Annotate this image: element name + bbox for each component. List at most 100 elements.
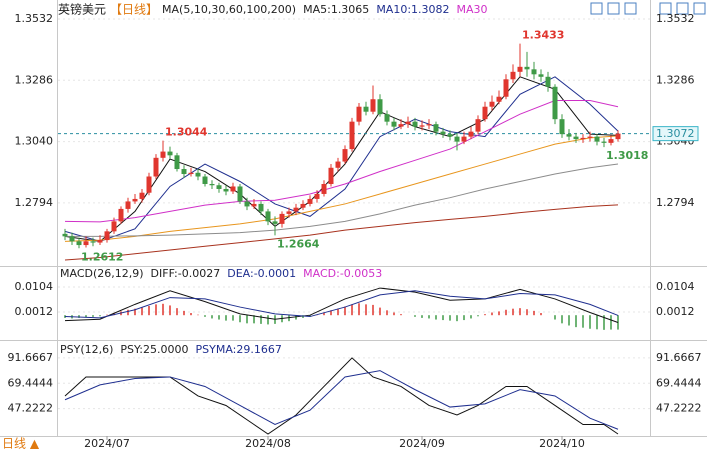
y-tick-label: 1.3286 <box>656 73 695 86</box>
candle-body <box>566 134 572 137</box>
y-tick-label: 47.2222 <box>8 402 54 415</box>
candle-body <box>580 137 586 140</box>
psy-line <box>64 370 619 430</box>
x-tick-label: 2024/09 <box>399 437 445 450</box>
tool-icon[interactable] <box>607 2 620 15</box>
candle-body <box>160 151 166 158</box>
legend-entry: MA10:1.3082 <box>376 3 449 16</box>
y-tick-label: 1.3286 <box>15 73 54 86</box>
legend-entry: PSY(12,6) <box>60 343 113 356</box>
extreme-label: 1.3044 <box>165 126 208 139</box>
macd-line <box>64 287 619 323</box>
tool-icon[interactable] <box>676 2 689 15</box>
tool-icon[interactable] <box>693 2 706 15</box>
candle-body <box>181 169 187 175</box>
x-tick-label: 2024/07 <box>84 437 130 450</box>
y-tick-label: 1.2794 <box>656 196 695 209</box>
y-tick-label: 0.0012 <box>656 305 695 318</box>
candle-body <box>90 241 96 243</box>
candle-body <box>153 157 159 177</box>
candle-body <box>230 186 236 192</box>
candle-body <box>300 203 306 208</box>
moving-average <box>64 99 619 223</box>
tool-icon[interactable] <box>659 2 672 15</box>
extreme-label: 1.2612 <box>81 250 123 263</box>
macd-line <box>64 290 619 319</box>
y-tick-label: 1.2794 <box>15 196 54 209</box>
candle-body <box>216 185 222 189</box>
candle-body <box>97 240 103 243</box>
price-tag-box <box>652 126 699 142</box>
candle-body <box>391 121 397 127</box>
candle-body <box>377 99 383 115</box>
candle-body <box>272 221 278 224</box>
candle-body <box>118 208 124 222</box>
candle-body <box>489 101 495 107</box>
legend-entry: MACD(26,12,9) <box>60 267 144 280</box>
y-tick-label: 47.2222 <box>656 402 702 415</box>
y-tick-label: 69.4444 <box>656 376 702 389</box>
candle-body <box>482 106 488 120</box>
x-tick-label: 2024/08 <box>245 437 291 450</box>
candle-body <box>398 124 404 127</box>
candle-body <box>461 136 467 142</box>
candle-body <box>363 106 369 112</box>
header-label: 【日线】 <box>110 3 158 17</box>
candle-body <box>426 124 432 126</box>
y-tick-label: 0.0104 <box>656 280 695 293</box>
candle-body <box>83 241 89 246</box>
candle-body <box>454 136 460 142</box>
frame <box>0 0 707 437</box>
candle-body <box>573 136 579 140</box>
candle-body <box>370 99 376 112</box>
candle-body <box>517 66 523 72</box>
extreme-label: 1.2664 <box>277 237 320 250</box>
candle-body <box>244 201 250 207</box>
legend-entry: MACD:-0.0053 <box>303 267 382 280</box>
legend-entry: PSYMA:29.1667 <box>196 343 282 356</box>
candle-body <box>188 172 194 175</box>
y-tick-label: 91.6667 <box>656 351 702 364</box>
candle-body <box>307 198 313 204</box>
legend-entry: MA30 <box>457 3 488 16</box>
candle-body <box>314 193 320 199</box>
candle-body <box>125 201 131 209</box>
legend-entry: DIFF:-0.0027 <box>151 267 221 280</box>
tool-icon[interactable] <box>624 2 637 15</box>
candle-body <box>195 172 201 177</box>
candle-body <box>104 231 110 241</box>
candle-body <box>237 186 243 202</box>
candle-body <box>587 136 593 138</box>
candle-body <box>167 151 173 156</box>
y-tick-label: 1.3532 <box>15 12 54 25</box>
legend-entry: DEA:-0.0001 <box>227 267 296 280</box>
candle-body <box>69 236 75 242</box>
candle-body <box>524 66 530 70</box>
candle-body <box>538 74 544 77</box>
candle-body <box>174 155 180 170</box>
candle-body <box>335 161 341 168</box>
candle-body <box>328 167 334 184</box>
candle-body <box>503 79 509 97</box>
candle-body <box>552 86 558 120</box>
candle-body <box>510 71 516 80</box>
candle-body <box>419 125 425 127</box>
y-tick-label: 0.0104 <box>15 280 54 293</box>
candle-body <box>356 106 362 122</box>
candle-body <box>545 76 551 87</box>
tool-icon[interactable] <box>590 2 603 15</box>
y-tick-label: 1.3532 <box>656 12 695 25</box>
candle-body <box>384 114 390 122</box>
footer[interactable]: 日线 ▲ <box>2 437 40 451</box>
price-tag: 1.3072 <box>656 127 695 140</box>
candle-body <box>608 139 614 143</box>
candle-body <box>601 141 607 143</box>
candle-body <box>468 131 474 137</box>
candle-body <box>321 183 327 194</box>
moving-average <box>64 204 619 261</box>
y-tick-label: 91.6667 <box>8 351 54 364</box>
legend-entry: PSY:25.0000 <box>120 343 188 356</box>
candle-body <box>475 119 481 132</box>
candle-body <box>412 121 418 127</box>
toolbar[interactable] <box>590 2 706 15</box>
